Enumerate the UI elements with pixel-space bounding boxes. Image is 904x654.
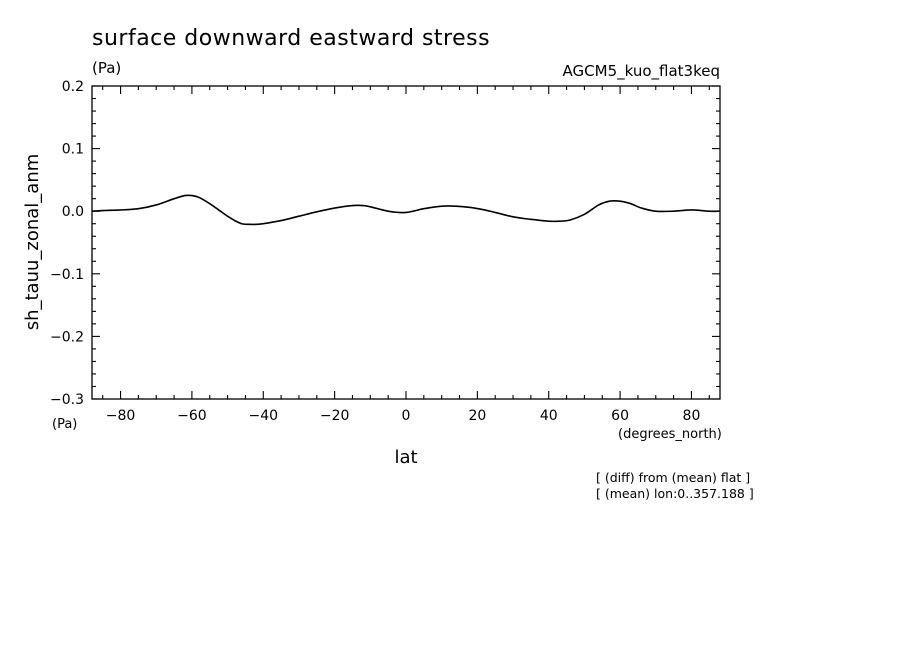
x-axis-label: lat: [394, 447, 417, 468]
y-tick-label: −0.3: [50, 392, 84, 408]
y-tick-label: −0.2: [50, 329, 84, 345]
x-tick-label: 60: [611, 408, 629, 424]
y-tick-label: 0.0: [62, 204, 84, 220]
x-tick-label: 80: [683, 408, 701, 424]
note-diff: [ (diff) from (mean) flat ]: [596, 470, 750, 485]
x-tick-label: 20: [468, 408, 486, 424]
x-tick-label: 0: [402, 408, 411, 424]
data-line: [91, 194, 721, 226]
x-tick-labels: −80 −60 −40 −20 0 20 40 60 80: [106, 408, 701, 424]
y-axis-units: (Pa): [52, 417, 77, 432]
title-units: (Pa): [92, 59, 121, 77]
chart-title: surface downward eastward stress: [92, 26, 490, 51]
experiment-label: AGCM5_kuo_flat3keq: [563, 62, 720, 81]
x-tick-label: 40: [540, 408, 558, 424]
note-mean: [ (mean) lon:0..357.188 ]: [596, 486, 754, 501]
y-tick-labels: 0.2 0.1 0.0 −0.1 −0.2 −0.3: [50, 79, 84, 408]
x-tick-label: −60: [177, 408, 207, 424]
x-tick-label: −20: [320, 408, 350, 424]
y-tick-label: 0.2: [62, 79, 84, 95]
x-axis-units: (degrees_north): [618, 427, 722, 442]
y-tick-label: −0.1: [50, 267, 84, 283]
axis-ticks: [92, 85, 720, 400]
x-tick-label: −40: [248, 408, 278, 424]
x-tick-label: −80: [106, 408, 136, 424]
y-axis-label: sh_tauu_zonal_anm: [22, 154, 43, 331]
plot-frame: [91, 85, 721, 400]
y-tick-label: 0.1: [62, 142, 84, 158]
